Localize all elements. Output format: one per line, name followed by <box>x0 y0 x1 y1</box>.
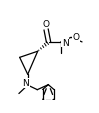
Text: O: O <box>43 20 50 29</box>
Text: N: N <box>22 78 29 87</box>
Text: O: O <box>72 33 79 42</box>
Text: N: N <box>62 38 69 47</box>
